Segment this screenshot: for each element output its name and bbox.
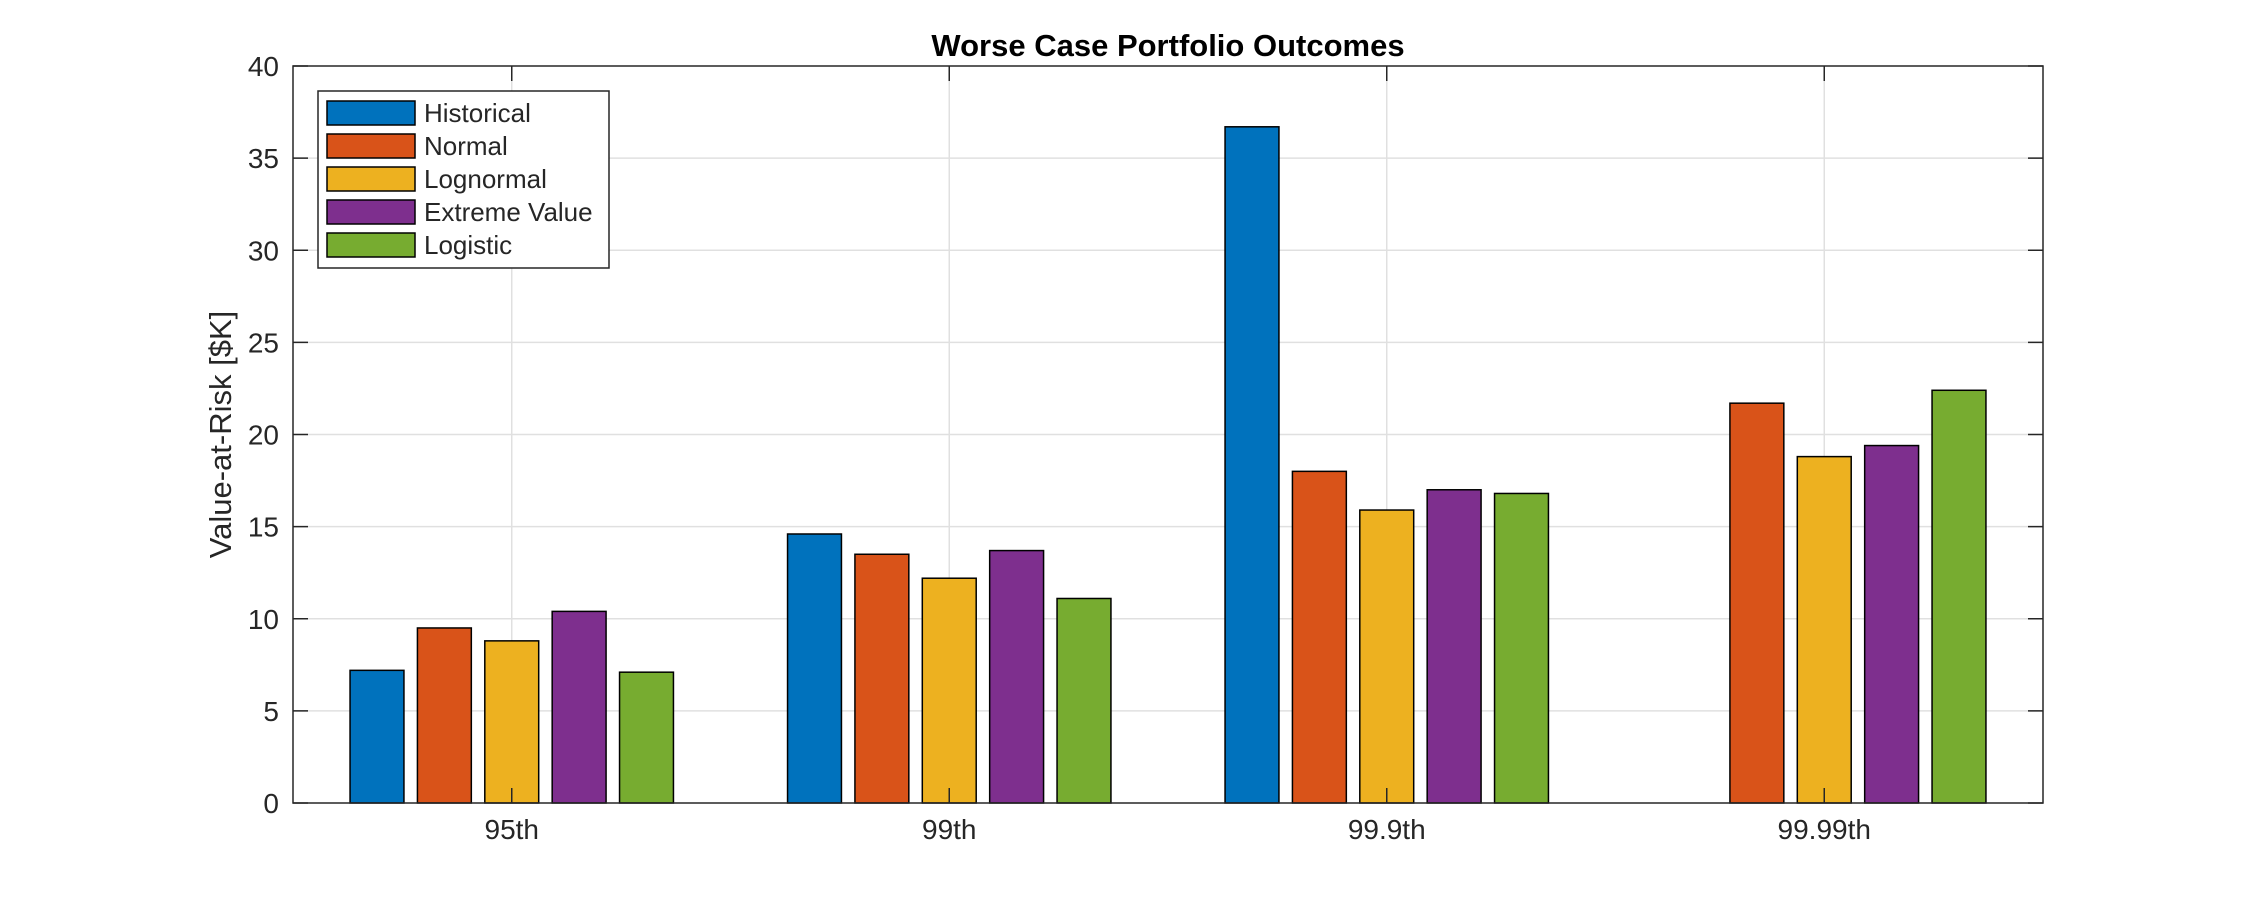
y-tick-label: 10 bbox=[248, 604, 279, 635]
bar-normal-99-99th bbox=[1729, 402, 1785, 804]
bar-logistic-99-9th bbox=[1493, 492, 1550, 804]
bar-lognormal-99-9th bbox=[1359, 509, 1415, 804]
bar-historical-99-9th bbox=[1224, 126, 1280, 804]
bar-normal-95th bbox=[416, 627, 473, 804]
bar-normal-99th bbox=[854, 553, 910, 804]
bar-historical-99th bbox=[786, 533, 843, 804]
x-tick-label: 99th bbox=[922, 814, 977, 845]
bar-extreme-value-95th bbox=[551, 610, 607, 804]
y-tick-label: 40 bbox=[248, 51, 279, 82]
bar-logistic-99th bbox=[1056, 597, 1112, 804]
legend-swatch bbox=[326, 199, 416, 225]
bar-normal-99-9th bbox=[1291, 470, 1348, 804]
legend-label: Historical bbox=[424, 98, 531, 128]
y-tick-label: 0 bbox=[263, 788, 279, 819]
legend-swatch bbox=[326, 133, 416, 159]
y-tick-label: 25 bbox=[248, 327, 279, 358]
legend-label: Extreme Value bbox=[424, 197, 593, 227]
y-tick-label: 5 bbox=[263, 696, 279, 727]
y-axis-label: Value-at-Risk [$K] bbox=[203, 311, 238, 559]
legend-swatch bbox=[326, 232, 416, 258]
x-tick-label: 95th bbox=[485, 814, 540, 845]
x-tick-label: 99.99th bbox=[1778, 814, 1871, 845]
bar-historical-95th bbox=[349, 669, 405, 804]
y-tick-label: 35 bbox=[248, 143, 279, 174]
y-tick-label: 20 bbox=[248, 420, 279, 451]
bar-lognormal-99th bbox=[921, 577, 977, 804]
bar-extreme-value-99th bbox=[988, 549, 1045, 804]
bar-logistic-95th bbox=[618, 671, 675, 804]
legend-swatch bbox=[326, 100, 416, 126]
bar-layer bbox=[349, 126, 1987, 804]
legend-swatch bbox=[326, 166, 416, 192]
tick-layer: 0 5 10 15 20 25 30 35 40 95th 99th 99.9th 99.99th bbox=[248, 51, 2043, 845]
bar-logistic-99-99th bbox=[1931, 389, 1987, 804]
legend-label: Normal bbox=[424, 131, 508, 161]
bar-extreme-value-99-9th bbox=[1426, 489, 1482, 804]
legend-label: Lognormal bbox=[424, 164, 547, 194]
bar-lognormal-99-99th bbox=[1796, 455, 1852, 804]
legend-label: Logistic bbox=[424, 230, 512, 260]
y-tick-label: 30 bbox=[248, 235, 279, 266]
y-tick-label: 15 bbox=[248, 512, 279, 543]
x-tick-label: 99.9th bbox=[1348, 814, 1426, 845]
chart-title: Worse Case Portfolio Outcomes bbox=[931, 28, 1404, 63]
bar-lognormal-95th bbox=[484, 640, 540, 804]
bar-extreme-value-99-99th bbox=[1863, 444, 1920, 804]
